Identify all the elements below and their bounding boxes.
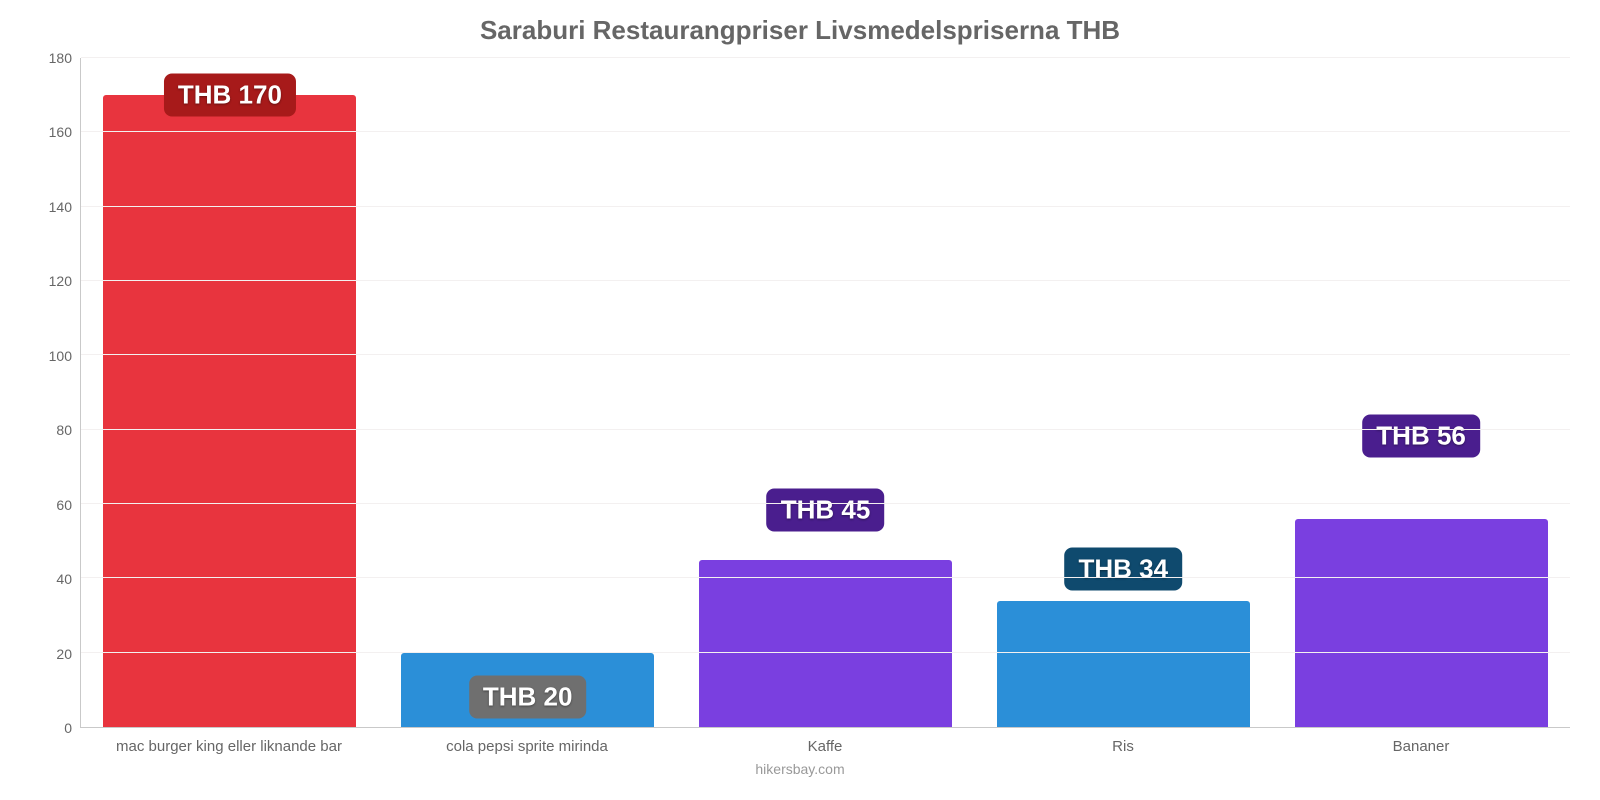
x-tick-label: Bananer: [1272, 738, 1570, 755]
grid-line: [81, 652, 1570, 653]
bars-container: THB 170 THB 20 THB 45 THB 34 THB 56: [81, 58, 1570, 727]
value-badge: THB 56: [1362, 414, 1480, 457]
y-tick-label: 60: [56, 497, 72, 513]
value-badge: THB 170: [164, 74, 296, 117]
y-tick-label: 40: [56, 571, 72, 587]
plot-row: 020406080100120140160180 THB 170THB 20TH…: [30, 58, 1570, 728]
bar: [997, 601, 1250, 727]
grid-line: [81, 354, 1570, 355]
grid-line: [81, 57, 1570, 58]
grid-line: [81, 131, 1570, 132]
grid-line: [81, 429, 1570, 430]
value-badge: THB 20: [469, 676, 587, 719]
grid-line: [81, 206, 1570, 207]
y-tick-label: 0: [64, 720, 72, 736]
x-tick-label: cola pepsi sprite mirinda: [378, 738, 676, 755]
bar-slot: THB 20: [379, 58, 677, 727]
y-tick-label: 100: [49, 348, 72, 364]
x-tick-label: mac burger king eller liknande bar: [80, 738, 378, 755]
chart-footer: hikersbay.com: [30, 761, 1570, 777]
x-tick-label: Kaffe: [676, 738, 974, 755]
y-tick-label: 140: [49, 199, 72, 215]
bar-slot: THB 34: [974, 58, 1272, 727]
bar: [103, 95, 356, 727]
y-tick-label: 160: [49, 124, 72, 140]
value-badge: THB 45: [767, 488, 885, 531]
price-bar-chart: Saraburi Restaurangpriser Livsmedelspris…: [0, 0, 1600, 800]
x-axis-labels: mac burger king eller liknande barcola p…: [80, 738, 1570, 755]
bar: [699, 560, 952, 727]
plot-area: THB 170 THB 20 THB 45 THB 34 THB 56: [80, 58, 1570, 728]
bar-slot: THB 56: [1272, 58, 1570, 727]
bar-slot: THB 170: [81, 58, 379, 727]
value-badge: THB 34: [1064, 548, 1182, 591]
y-tick-label: 20: [56, 646, 72, 662]
x-tick-label: Ris: [974, 738, 1272, 755]
grid-line: [81, 503, 1570, 504]
y-axis: 020406080100120140160180: [30, 58, 80, 728]
y-tick-label: 80: [56, 422, 72, 438]
y-tick-label: 120: [49, 273, 72, 289]
chart-title: Saraburi Restaurangpriser Livsmedelspris…: [30, 10, 1570, 58]
grid-line: [81, 577, 1570, 578]
bar-slot: THB 45: [677, 58, 975, 727]
bar: [1295, 519, 1548, 727]
y-tick-label: 180: [49, 50, 72, 66]
grid-line: [81, 280, 1570, 281]
